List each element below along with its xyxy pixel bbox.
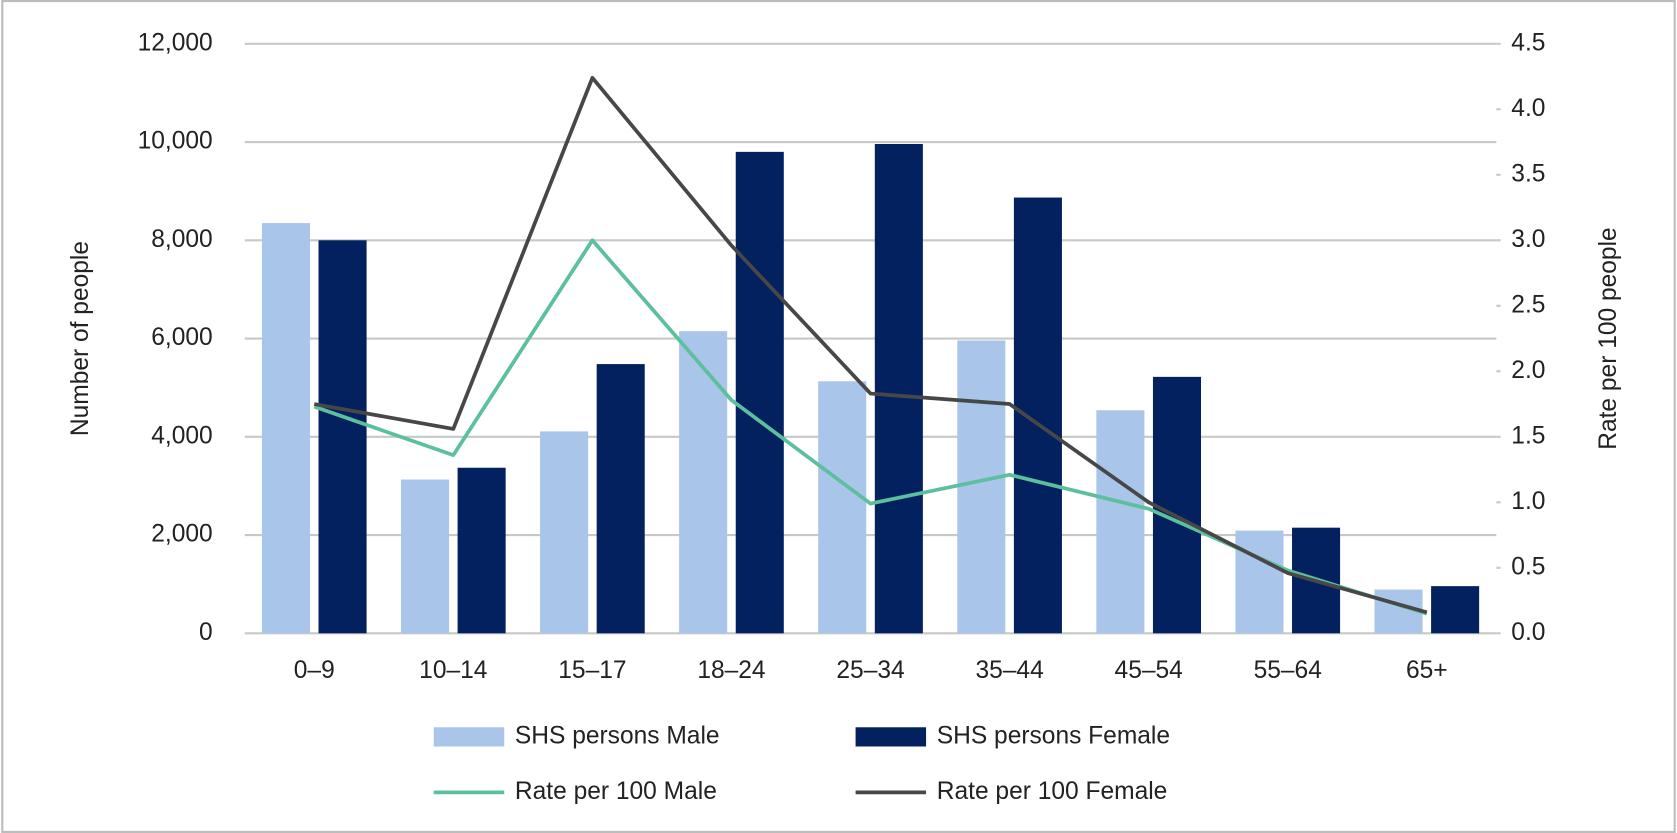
bar [818,381,867,634]
x-tick-label: 45–54 [1115,657,1183,684]
legend-label: Rate per 100 Male [515,778,717,805]
y-tick-label: 6,000 [151,324,212,351]
y2-tick-label: 0.0 [1511,619,1545,646]
bar [957,340,1006,634]
y-tick-label: 0 [199,619,213,646]
y2-tick-label: 4.0 [1511,95,1545,122]
y-tick-label: 12,000 [138,29,213,56]
bar [540,431,589,634]
bar [318,240,367,634]
x-tick-label: 15–17 [558,657,626,684]
y2-tick-label: 1.0 [1511,488,1545,515]
bar [1013,197,1062,634]
x-tick-label: 10–14 [419,657,487,684]
y2-tick-label: 1.5 [1511,422,1545,449]
bar [400,479,450,634]
bar [1235,530,1284,634]
y-tick-label: 4,000 [151,422,212,449]
line [313,75,1428,615]
y2-tick-label: 3.0 [1511,226,1545,253]
legend-swatch [855,727,927,747]
x-tick-label: 0–9 [294,657,335,684]
x-tick-label: 35–44 [975,657,1043,684]
bar [874,144,923,634]
bar [1096,410,1145,634]
legend-label: SHS persons Male [515,722,720,749]
bar [261,223,310,634]
y-axis-title: Number of people [67,241,94,436]
y2-tick-label: 3.5 [1511,160,1545,187]
x-tick-label: 65+ [1406,657,1448,684]
x-tick-label: 18–24 [697,657,765,684]
y-tick-label: 8,000 [151,226,212,253]
bar [679,331,728,634]
bar [457,467,506,634]
y2-tick-label: 2.0 [1511,357,1545,384]
y2-axis-title: Rate per 100 people [1595,227,1622,449]
y-tick-label: 2,000 [151,521,212,548]
bar [1152,376,1202,634]
x-tick-label: 55–64 [1254,657,1322,684]
legend-label: Rate per 100 Female [937,778,1168,805]
bar [735,151,784,634]
legend-label: SHS persons Female [937,722,1170,749]
y2-tick-label: 4.5 [1511,29,1545,56]
y2-tick-label: 2.5 [1511,291,1545,318]
legend-swatch [433,727,505,747]
x-tick-label: 25–34 [836,657,904,684]
bar [1431,586,1480,634]
y2-tick-label: 0.5 [1511,553,1545,580]
y-tick-label: 10,000 [138,128,213,155]
bar [596,364,645,634]
